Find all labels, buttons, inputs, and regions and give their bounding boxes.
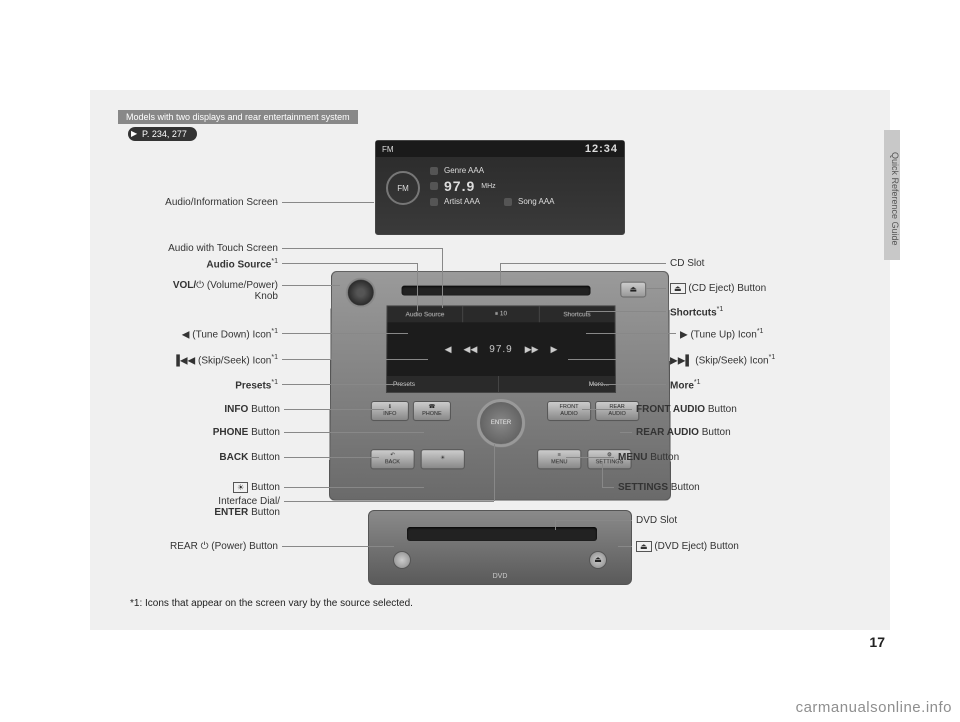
brightness-button[interactable]: ☀ xyxy=(421,449,465,469)
label-audio-info-screen: Audio/Information Screen xyxy=(128,197,278,208)
info-button[interactable]: ℹINFO xyxy=(371,401,409,421)
tab-middle[interactable]: ⏸ 10 xyxy=(463,306,539,322)
volume-knob[interactable] xyxy=(346,278,376,308)
label-skip-fwd: ▶▶▌ (Skip/Seek) Icon*1 xyxy=(670,354,775,366)
watermark: carmanualsonline.info xyxy=(796,699,952,716)
tab-audio-source[interactable]: Audio Source xyxy=(387,306,463,322)
label-interface-dial: Interface Dial/ENTER Button xyxy=(170,496,280,518)
presets-button[interactable]: Presets xyxy=(387,376,499,392)
label-vol-knob: VOL/⏻ (Volume/Power)Knob xyxy=(128,280,278,302)
page-number: 17 xyxy=(869,634,885,650)
freq-text: 97.9 xyxy=(444,178,475,194)
audio-console: ⏏ Audio Source ⏸ 10 Shortcuts ◀ ◀◀ 97.9 … xyxy=(329,271,671,501)
label-skip-back: ▐◀◀ (Skip/Seek) Icon*1 xyxy=(128,354,278,366)
side-tab: Quick Reference Guide xyxy=(884,130,900,260)
phone-button[interactable]: ☎PHONE xyxy=(413,401,451,421)
genre-text: Genre AAA xyxy=(444,166,484,175)
label-back-btn: BACK Button xyxy=(170,452,280,463)
model-tag: Models with two displays and rear entert… xyxy=(118,110,358,124)
touch-screen[interactable]: Audio Source ⏸ 10 Shortcuts ◀ ◀◀ 97.9 ▶▶… xyxy=(386,305,616,393)
rear-power-button[interactable] xyxy=(393,551,411,569)
dvd-label: DVD xyxy=(369,573,631,580)
fm-badge: FM xyxy=(386,171,420,205)
label-presets: Presets*1 xyxy=(128,379,278,391)
label-brightness-btn: ☀ Button xyxy=(170,482,280,493)
front-audio-button[interactable]: FRONTAUDIO xyxy=(547,401,591,421)
back-button[interactable]: ↶BACK xyxy=(370,449,414,469)
label-audio-touch: Audio with Touch Screen xyxy=(128,243,278,254)
label-shortcuts: Shortcuts*1 xyxy=(670,306,723,318)
label-rear-power: REAR ⏻ (Power) Button xyxy=(128,541,278,552)
label-more: More*1 xyxy=(670,379,701,391)
label-tune-down: ◀ (Tune Down) Icon*1 xyxy=(128,328,278,340)
freq-unit: MHz xyxy=(481,183,495,190)
touch-freq: 97.9 xyxy=(489,344,512,355)
skip-fwd-icon[interactable]: ▶▶ xyxy=(525,344,539,355)
label-front-audio: FRONT AUDIO Button xyxy=(636,404,737,415)
label-dvd-slot: DVD Slot xyxy=(636,515,677,526)
label-phone-btn: PHONE Button xyxy=(170,427,280,438)
song-text: Song AAA xyxy=(518,197,554,206)
tune-down-icon[interactable]: ◀ xyxy=(445,344,452,355)
tab-shortcuts[interactable]: Shortcuts xyxy=(539,306,614,322)
cd-slot[interactable] xyxy=(402,286,591,296)
label-dvd-eject: ⏏ (DVD Eject) Button xyxy=(636,541,739,552)
label-menu: MENU Button xyxy=(618,452,679,463)
menu-button[interactable]: ≡MENU xyxy=(537,449,581,469)
cd-eject-button[interactable]: ⏏ xyxy=(620,282,646,298)
dvd-slot[interactable] xyxy=(407,527,597,541)
label-audio-source: Audio Source*1 xyxy=(128,258,278,270)
audio-info-screen: FM 12:34 FM Genre AAA 97.9 MHz Artist AAA… xyxy=(375,140,625,235)
skip-back-icon[interactable]: ◀◀ xyxy=(463,344,477,355)
band-label: FM xyxy=(382,145,394,154)
clock: 12:34 xyxy=(585,143,618,155)
label-info-btn: INFO Button xyxy=(170,404,280,415)
tune-up-icon[interactable]: ▶ xyxy=(550,344,557,355)
dvd-unit: ⏏ DVD xyxy=(368,510,632,585)
label-cd-eject: ⏏ (CD Eject) Button xyxy=(670,283,766,294)
label-cd-slot: CD Slot xyxy=(670,258,704,269)
label-tune-up: ▶ (Tune Up) Icon*1 xyxy=(680,328,763,340)
enter-dial[interactable]: ENTER xyxy=(477,399,525,447)
page-ref-badge: P. 234, 277 xyxy=(128,127,197,141)
rear-audio-button[interactable]: REARAUDIO xyxy=(595,401,639,421)
label-rear-audio: REAR AUDIO Button xyxy=(636,427,731,438)
dvd-eject-button[interactable]: ⏏ xyxy=(589,551,607,569)
artist-text: Artist AAA xyxy=(444,197,480,206)
label-settings: SETTINGS Button xyxy=(618,482,700,493)
footnote: *1: Icons that appear on the screen vary… xyxy=(130,598,413,609)
